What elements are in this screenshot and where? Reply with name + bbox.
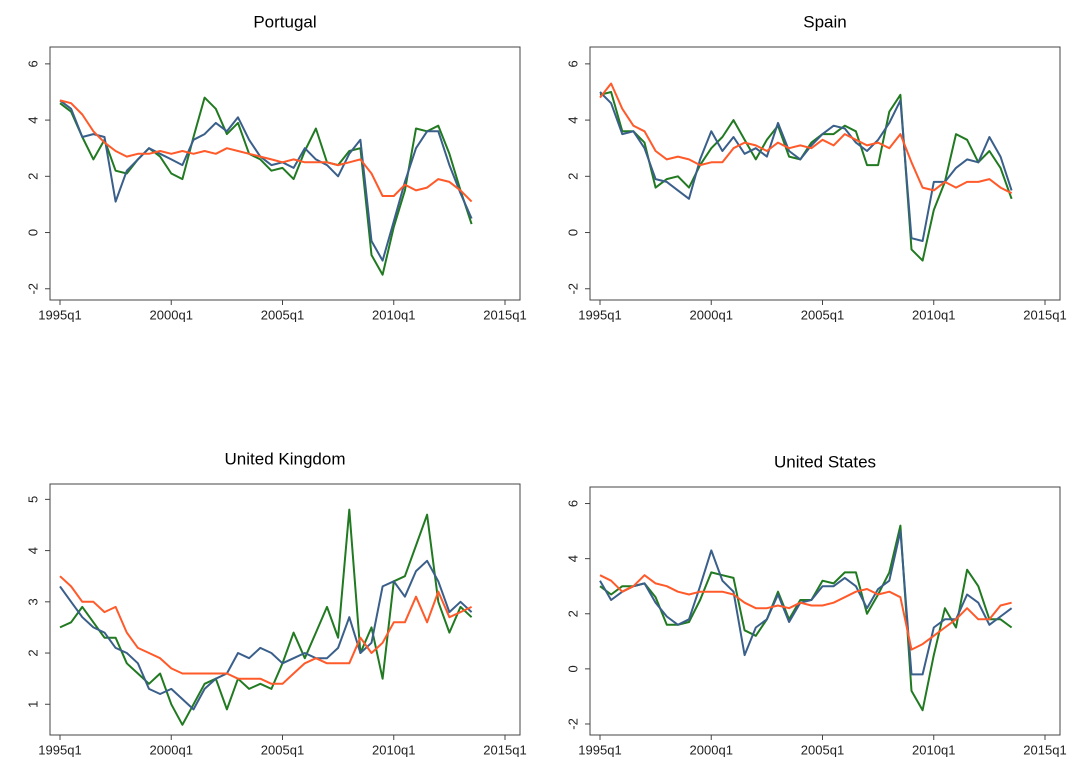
x-tick-label: 2010q1 <box>372 307 415 322</box>
x-tick-label: 2005q1 <box>261 307 304 322</box>
panel-title: United Kingdom <box>225 449 346 468</box>
panel-title: Spain <box>803 12 846 31</box>
panel: United States -2 0 2 4 6 1995q1 2000q1 2005q1 201… <box>565 452 1066 757</box>
line-series <box>59 559 473 711</box>
x-tick-label: 2000q1 <box>150 742 193 757</box>
line-series <box>59 99 473 262</box>
y-tick-label: 3 <box>25 598 40 605</box>
y-tick-label: 0 <box>565 229 580 236</box>
x-tick-label: 1995q1 <box>38 307 81 322</box>
y-tick-label: 0 <box>25 229 40 236</box>
plot-frame <box>49 46 521 301</box>
y-tick-label: 6 <box>565 60 580 67</box>
y-tick-label: -2 <box>25 283 40 295</box>
line-series <box>59 96 473 276</box>
x-tick-label: 2005q1 <box>801 307 844 322</box>
line-series <box>59 508 473 726</box>
y-tick-label: 2 <box>25 649 40 656</box>
y-tick-label: 0 <box>565 665 580 672</box>
y-tick-label: 2 <box>565 173 580 180</box>
x-tick-label: 1995q1 <box>578 742 621 757</box>
y-tick-label: 6 <box>565 500 580 507</box>
panel: United Kingdom 1 2 3 4 5 1995q1 2000q1 2005q1 201… <box>25 449 526 757</box>
x-tick-label: 2005q1 <box>261 742 304 757</box>
y-tick-label: 2 <box>565 610 580 617</box>
x-tick-label: 1995q1 <box>38 742 81 757</box>
panel: Portugal -2 0 2 4 6 1995q1 2000q1 2005q1 2010q1 20… <box>25 12 526 322</box>
y-tick-label: 4 <box>25 547 40 554</box>
x-tick-label: 2010q1 <box>372 742 415 757</box>
line-series <box>59 575 473 685</box>
line-series <box>599 91 1013 242</box>
x-tick-label: 2015q1 <box>1023 742 1066 757</box>
plot-frame <box>589 46 1061 301</box>
x-tick-label: 2010q1 <box>912 742 955 757</box>
y-tick-label: 4 <box>565 116 580 123</box>
plot-frame <box>589 486 1061 736</box>
x-tick-label: 2010q1 <box>912 307 955 322</box>
x-tick-label: 2015q1 <box>483 742 526 757</box>
y-tick-label: -2 <box>565 718 580 730</box>
panel-title: United States <box>774 452 876 471</box>
y-tick-label: 5 <box>25 496 40 503</box>
x-tick-label: 2000q1 <box>150 307 193 322</box>
line-series <box>599 82 1013 195</box>
y-tick-label: 6 <box>25 60 40 67</box>
y-tick-label: 1 <box>25 701 40 708</box>
y-tick-label: 2 <box>25 173 40 180</box>
y-tick-label: -2 <box>565 283 580 295</box>
line-series <box>599 530 1013 676</box>
x-tick-label: 2005q1 <box>801 742 844 757</box>
y-tick-label: 4 <box>25 116 40 123</box>
line-series <box>59 99 473 203</box>
y-tick-label: 4 <box>565 555 580 562</box>
x-tick-label: 2000q1 <box>690 742 733 757</box>
panel-title: Portugal <box>253 12 316 31</box>
line-series <box>599 524 1013 712</box>
x-tick-label: 2015q1 <box>483 307 526 322</box>
panel: Spain -2 0 2 4 6 1995q1 2000q1 2005q1 2010q1 2015q… <box>565 12 1066 322</box>
plot-frame <box>49 483 521 736</box>
x-tick-label: 2000q1 <box>690 307 733 322</box>
line-series <box>599 574 1012 651</box>
x-tick-label: 2015q1 <box>1023 307 1066 322</box>
x-tick-label: 1995q1 <box>578 307 621 322</box>
